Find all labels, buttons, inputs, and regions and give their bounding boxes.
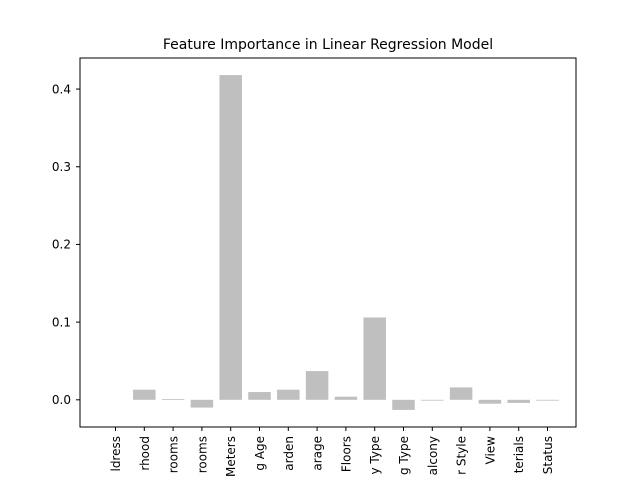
- plot-frame: [79, 57, 577, 428]
- bar: [363, 317, 386, 400]
- x-tick-label: g Age: [253, 436, 267, 471]
- y-axis: 0.0 0.1 0.2 0.3 0.4: [52, 82, 80, 407]
- bar: [161, 399, 185, 400]
- bar: [277, 389, 300, 400]
- y-tick-label: 0.3: [52, 160, 71, 174]
- y-tick-label: 0.2: [52, 238, 71, 252]
- x-tick-label: rhood: [138, 436, 152, 471]
- x-tick-label: arden: [282, 436, 296, 471]
- x-tick-label: terials: [512, 436, 526, 473]
- bar: [392, 399, 415, 410]
- bar: [190, 399, 214, 408]
- bar: [334, 396, 358, 400]
- x-tick-label: ldress: [109, 436, 123, 472]
- bar: [248, 392, 271, 400]
- y-tick-label: 0.0: [52, 393, 71, 407]
- x-tick-label: Meters: [224, 436, 238, 477]
- bar: [536, 399, 559, 401]
- x-axis: ldress rhood rooms rooms Meters g Age arden ara…: [109, 427, 555, 477]
- bar-group: [133, 75, 559, 410]
- bar: [305, 371, 329, 400]
- x-tick-label: Floors: [339, 436, 353, 472]
- x-tick-label: r Style: [455, 436, 469, 475]
- x-tick-label: rooms: [195, 436, 209, 473]
- y-tick-label: 0.4: [52, 82, 71, 96]
- x-tick-label: g Type: [397, 436, 411, 475]
- x-tick-label: View: [483, 436, 497, 465]
- bar: [133, 389, 156, 400]
- plot-area: [80, 58, 576, 427]
- x-tick-label: y Type: [368, 436, 382, 474]
- chart-title: Feature Importance in Linear Regression …: [163, 37, 493, 53]
- bar: [507, 399, 530, 403]
- bar: [478, 399, 502, 404]
- y-tick-label: 0.1: [52, 315, 71, 329]
- x-tick-label: rooms: [167, 436, 181, 473]
- bar: [421, 399, 444, 401]
- bar: [219, 75, 242, 400]
- x-tick-label: alcony: [426, 436, 440, 475]
- x-tick-label: Status: [541, 436, 555, 474]
- bar: [449, 387, 473, 400]
- x-tick-label: arage: [311, 436, 325, 471]
